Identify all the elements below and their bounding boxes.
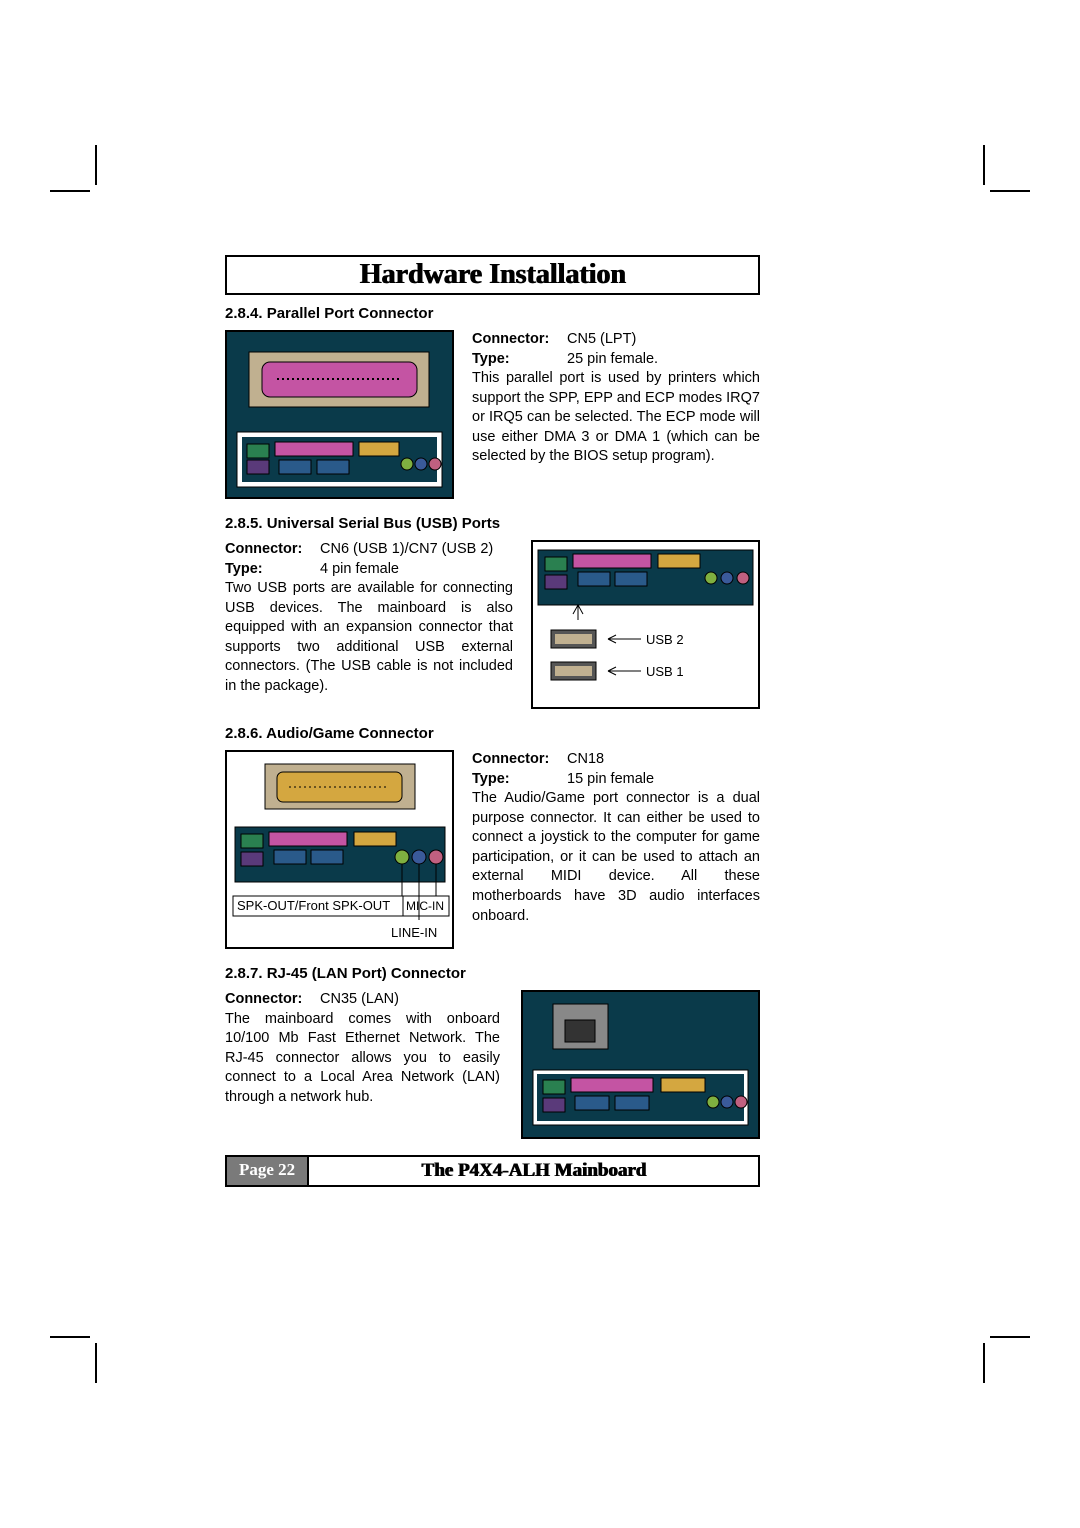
footer-bar: Page 22 The P4X4-ALH Mainboard: [225, 1155, 760, 1187]
svg-text:MIC-IN: MIC-IN: [406, 899, 444, 913]
figure-audio: SPK-OUT/Front SPK-OUT MIC-IN LINE-IN: [225, 750, 454, 949]
figure-usb: USB 2 USB 1: [531, 540, 760, 709]
figure-parallel: [225, 330, 454, 499]
text-audio: Connector:CN18 Type:15 pin female The Au…: [472, 750, 760, 949]
svg-text:SPK-OUT/Front SPK-OUT: SPK-OUT/Front SPK-OUT: [237, 898, 390, 913]
heading-audio: 2.8.6. Audio/Game Connector: [225, 725, 760, 742]
svg-text:USB 1: USB 1: [646, 664, 684, 679]
page-title: Hardware Installation: [227, 259, 758, 291]
figure-lan: [521, 990, 760, 1139]
heading-lan: 2.8.7. RJ-45 (LAN Port) Connector: [225, 965, 760, 982]
header-bar: Hardware Installation: [225, 255, 760, 295]
page-content: Hardware Installation 2.8.4. Parallel Po…: [225, 255, 760, 1130]
text-parallel: Connector:CN5 (LPT) Type:25 pin female. …: [472, 330, 760, 499]
svg-text:USB 2: USB 2: [646, 632, 684, 647]
svg-text:LINE-IN: LINE-IN: [391, 925, 437, 940]
text-lan: Connector:CN35 (LAN) The mainboard comes…: [225, 990, 500, 1139]
heading-parallel: 2.8.4. Parallel Port Connector: [225, 305, 760, 322]
heading-usb: 2.8.5. Universal Serial Bus (USB) Ports: [225, 515, 760, 532]
page-number: Page 22: [227, 1157, 309, 1185]
footer-title: The P4X4-ALH Mainboard: [309, 1157, 758, 1185]
text-usb: Connector:CN6 (USB 1)/CN7 (USB 2) Type:4…: [225, 540, 513, 709]
